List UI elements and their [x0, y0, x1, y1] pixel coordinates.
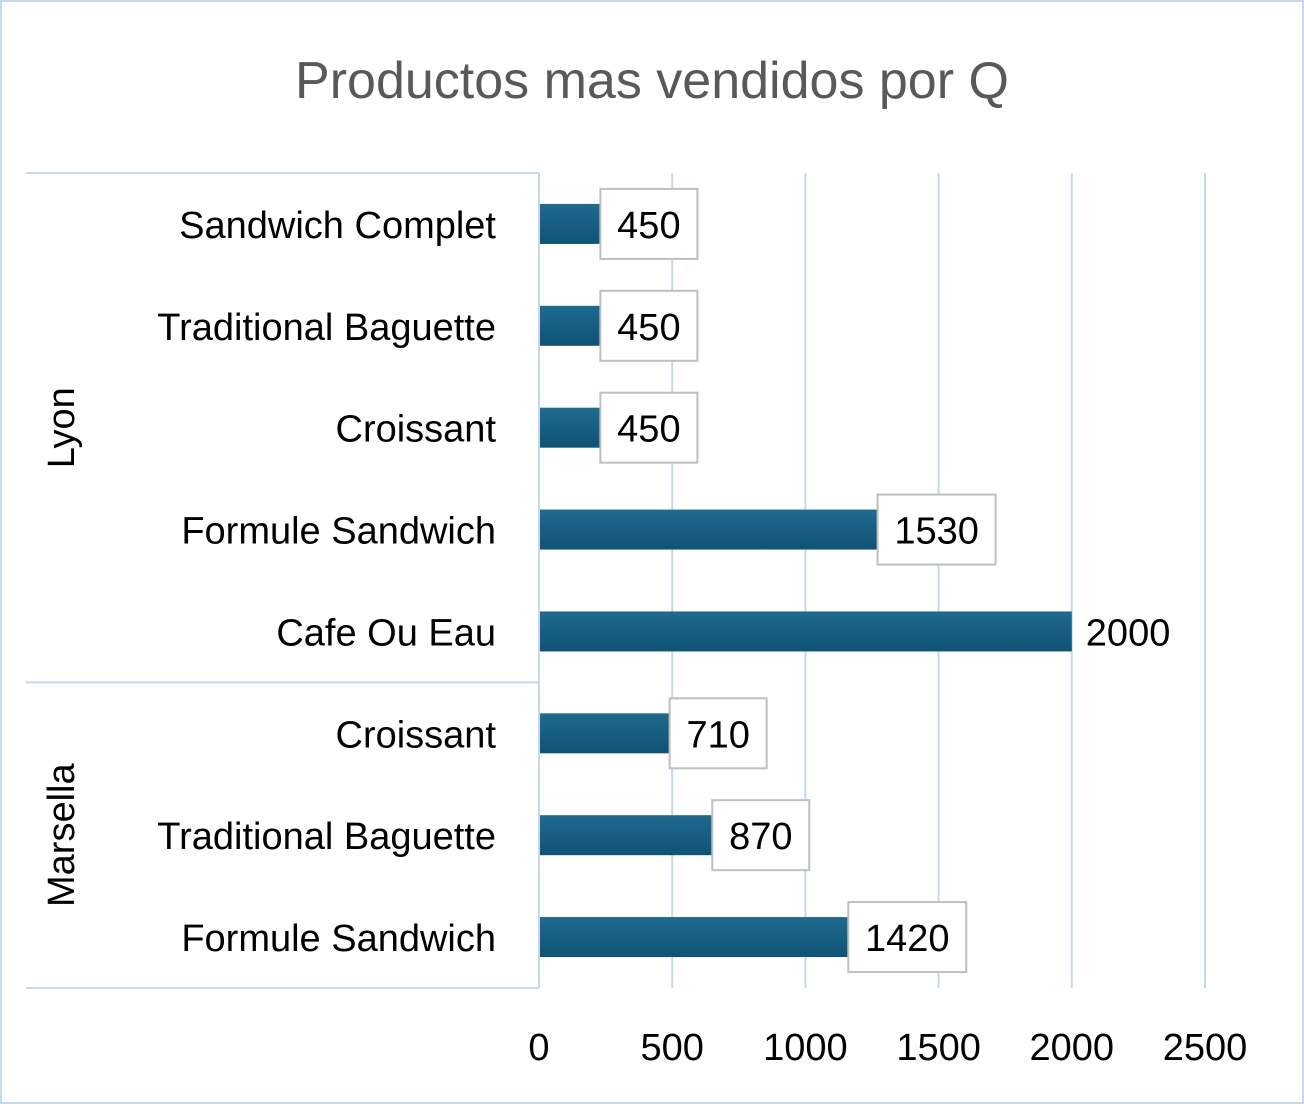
data-label-box	[876, 493, 997, 566]
x-tick-label: 2500	[1163, 1027, 1248, 1069]
group-label: Marsella	[41, 763, 83, 907]
data-label-box	[668, 697, 768, 770]
group-label: Lyon	[41, 387, 83, 468]
data-label-box	[599, 187, 699, 260]
x-tick-label: 500	[640, 1027, 703, 1069]
bars: 450 450 450 1530 2000 710 870 1420	[540, 187, 1171, 974]
category-label: Traditional Baguette	[157, 816, 496, 858]
category-label: Cafe Ou Eau	[276, 612, 496, 654]
x-tick-label: 1000	[763, 1027, 848, 1069]
category-label: Croissant	[336, 714, 497, 756]
group-labels: Lyon Marsella	[41, 387, 83, 907]
chart-title: Productos mas vendidos por Q	[295, 52, 1009, 110]
category-label: Sandwich Complet	[179, 205, 496, 247]
data-label: 450	[617, 409, 680, 451]
data-label-box	[599, 289, 699, 362]
x-tick-label: 1500	[896, 1027, 981, 1069]
x-tick-label: 2000	[1030, 1027, 1115, 1069]
category-label: Formule Sandwich	[181, 511, 496, 553]
data-label: 1530	[894, 511, 979, 553]
bar	[540, 611, 1072, 652]
data-label-box	[711, 799, 811, 872]
data-label: 2000	[1086, 612, 1171, 654]
data-label: 870	[729, 816, 792, 858]
x-tick-label: 0	[528, 1027, 549, 1069]
data-label: 450	[617, 205, 680, 247]
category-labels: Sandwich Complet Traditional Baguette Croi…	[157, 205, 496, 960]
category-label: Traditional Baguette	[157, 307, 496, 349]
category-label: Croissant	[336, 409, 497, 451]
data-label-box	[599, 391, 699, 464]
data-label: 1420	[865, 918, 950, 960]
category-label: Formule Sandwich	[181, 918, 496, 960]
data-label-box	[847, 901, 968, 974]
x-axis-ticks: 0 500 1000 1500 2000 2500	[528, 1027, 1247, 1069]
category-axis-frame	[26, 172, 540, 989]
data-label: 710	[686, 714, 749, 756]
data-label: 450	[617, 307, 680, 349]
